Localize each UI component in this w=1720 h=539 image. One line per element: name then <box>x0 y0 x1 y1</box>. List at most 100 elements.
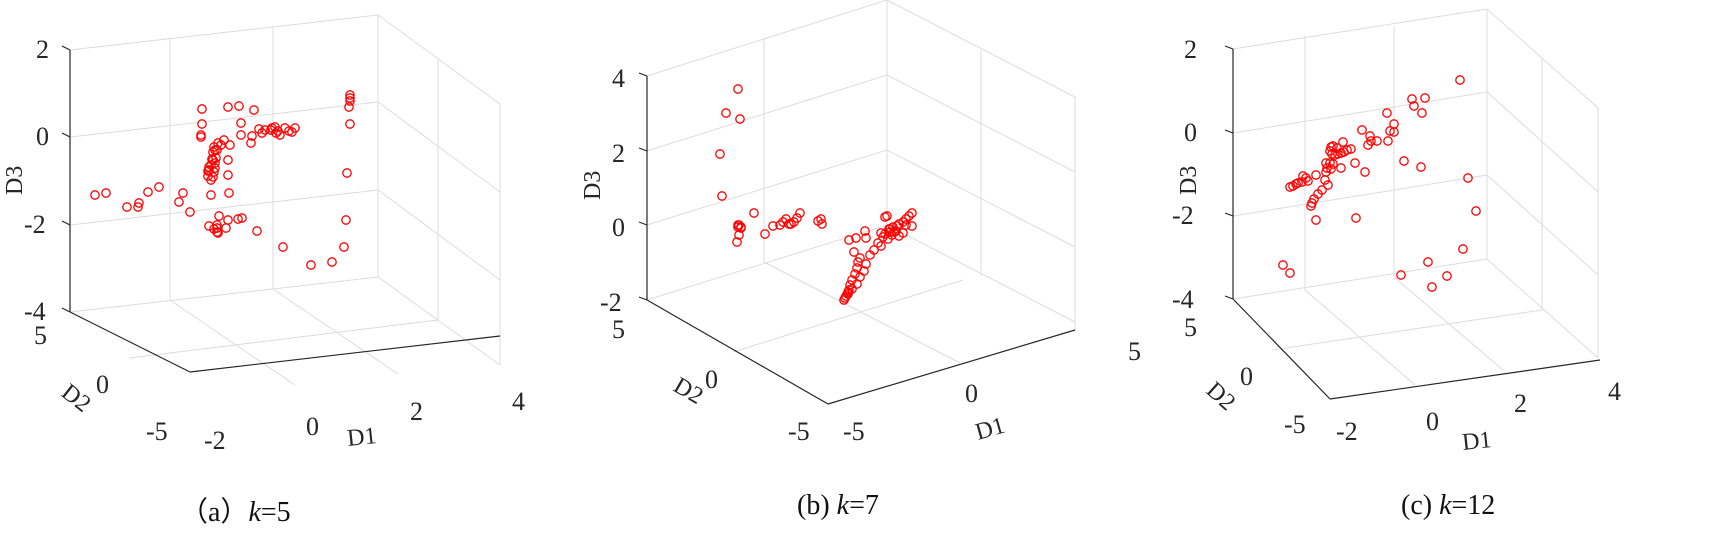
data-point <box>721 108 731 118</box>
svg-text:5: 5 <box>34 321 47 350</box>
data-point <box>901 214 911 224</box>
data-point <box>206 160 216 170</box>
data-point <box>715 149 725 159</box>
data-point <box>1382 108 1392 118</box>
data-point <box>1417 108 1427 118</box>
svg-text:-4: -4 <box>24 297 46 326</box>
data-point <box>327 257 337 267</box>
data-point <box>178 188 188 198</box>
data-point <box>861 259 871 269</box>
data-point <box>196 130 206 140</box>
data-point <box>749 208 759 218</box>
data-point <box>174 197 184 207</box>
svg-text:-2: -2 <box>1172 201 1194 230</box>
svg-text:-5: -5 <box>1284 410 1306 439</box>
data-point <box>717 191 727 201</box>
data-point <box>861 233 871 243</box>
data-point <box>206 190 216 200</box>
data-point <box>1326 164 1336 174</box>
data-point <box>1372 136 1382 146</box>
data-point <box>1320 175 1330 185</box>
data-point <box>1298 171 1308 181</box>
data-point <box>260 125 270 135</box>
caption-a: （a）k=5 <box>180 497 291 528</box>
data-point <box>203 166 213 176</box>
data-point <box>209 142 219 152</box>
data-point <box>134 198 144 208</box>
scatter-points <box>715 84 917 305</box>
svg-text:4: 4 <box>512 387 525 416</box>
svg-text:0: 0 <box>705 365 718 394</box>
data-point <box>901 220 911 230</box>
data-point <box>1291 179 1301 189</box>
data-point <box>203 171 213 181</box>
data-point <box>214 211 224 221</box>
data-point <box>1399 156 1409 166</box>
svg-text:4: 4 <box>612 64 625 93</box>
data-point <box>1332 143 1342 153</box>
svg-text:5: 5 <box>1184 313 1197 342</box>
data-point <box>1427 282 1437 292</box>
data-point <box>133 202 143 212</box>
data-point <box>735 114 745 124</box>
svg-text:4: 4 <box>1608 377 1621 406</box>
data-point <box>249 105 259 115</box>
data-point <box>1323 180 1333 190</box>
svg-text:2: 2 <box>410 397 423 426</box>
data-point <box>1338 137 1348 147</box>
axes <box>638 72 1076 405</box>
tick-labels: 2 0 -2 -4 5 0 -5 -2 0 2 4 D3 D2 D1 <box>2 35 525 455</box>
data-point <box>204 162 214 172</box>
data-point <box>888 222 898 232</box>
data-point <box>1301 173 1311 183</box>
data-point <box>775 220 785 230</box>
data-point <box>850 269 860 279</box>
data-point <box>122 202 132 212</box>
caption-b: (b) k=7 <box>797 490 879 521</box>
data-point <box>1278 260 1288 270</box>
data-point <box>252 226 262 236</box>
svg-text:5: 5 <box>612 315 625 344</box>
data-point <box>1420 93 1430 103</box>
subplot-a: 2 0 -2 -4 5 0 -5 -2 0 2 4 D3 D2 D1 （a）k=… <box>0 0 560 539</box>
data-point <box>342 168 352 178</box>
svg-text:5: 5 <box>1128 337 1141 366</box>
plot-area-b: 4 2 0 -2 5 0 -5 -5 0 5 D3 D2 D1 <box>580 0 1141 446</box>
data-point <box>341 215 351 225</box>
svg-text:2: 2 <box>1184 35 1197 64</box>
svg-text:-2: -2 <box>600 288 622 317</box>
data-point <box>1389 127 1399 137</box>
data-point <box>223 102 233 112</box>
data-point <box>1383 136 1393 146</box>
d2-axis-label: D2 <box>1201 377 1240 416</box>
data-point <box>1471 206 1481 216</box>
data-point <box>1336 163 1346 173</box>
data-point <box>221 223 231 233</box>
grid-lines <box>646 0 1076 364</box>
caption-c: (c) k=12 <box>1401 490 1496 521</box>
data-point <box>1306 201 1316 211</box>
data-point <box>204 165 214 175</box>
data-point <box>254 124 264 134</box>
data-point <box>224 188 234 198</box>
svg-text:0: 0 <box>612 213 625 242</box>
data-point <box>1416 162 1426 172</box>
svg-text:-5: -5 <box>843 417 865 446</box>
data-point <box>859 266 869 276</box>
data-point <box>267 123 277 133</box>
data-point <box>143 187 153 197</box>
data-point <box>223 155 233 165</box>
data-point <box>1351 213 1361 223</box>
data-point <box>907 221 917 231</box>
svg-text:-2: -2 <box>204 426 226 455</box>
data-point <box>306 260 316 270</box>
data-point <box>878 232 888 242</box>
data-point <box>208 172 218 182</box>
grid-lines <box>1232 8 1599 386</box>
data-point <box>246 138 256 148</box>
data-point <box>880 212 890 222</box>
data-point <box>734 220 744 230</box>
d1-axis-label: D1 <box>346 423 378 452</box>
data-point <box>876 241 886 251</box>
